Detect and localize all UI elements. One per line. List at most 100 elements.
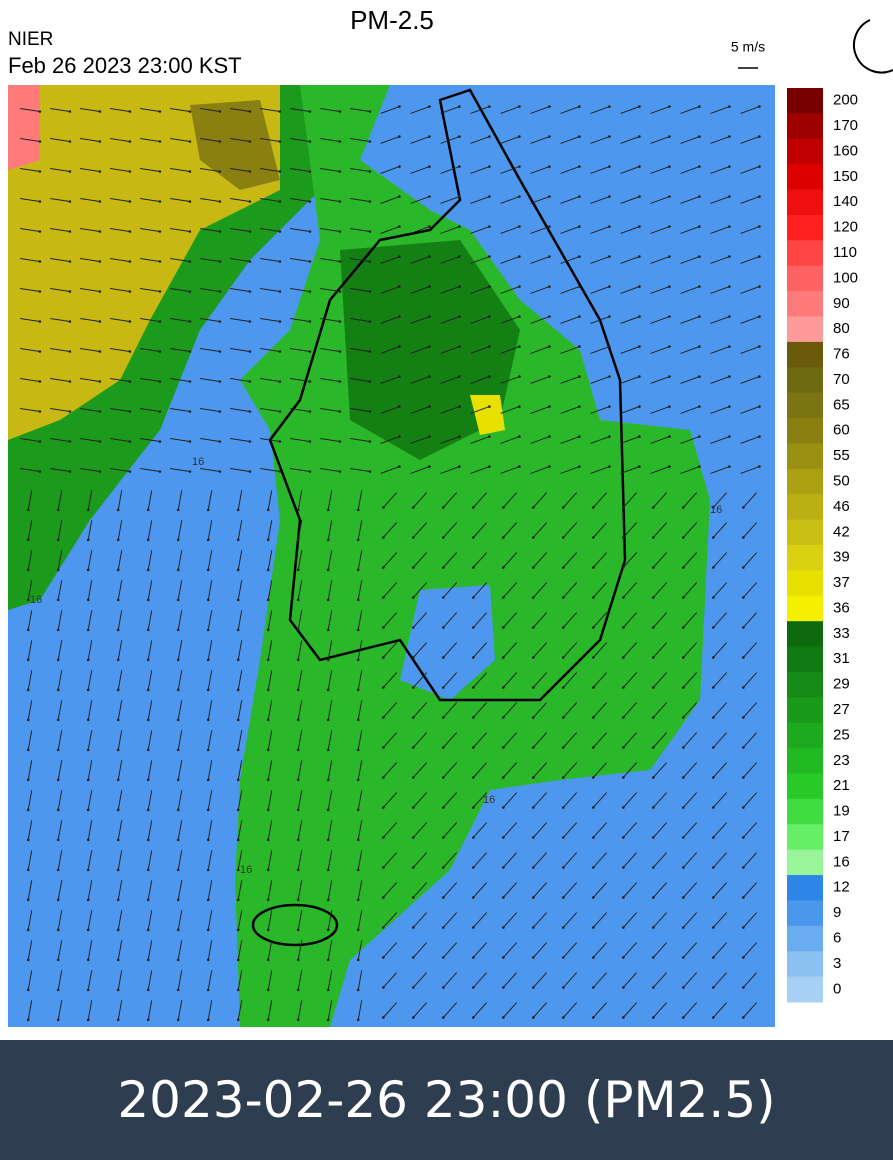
wind-arrow (50, 438, 70, 442)
wind-arrow (20, 258, 40, 262)
colorbar-label: 12 (833, 879, 850, 896)
wind-arrow (170, 378, 190, 382)
wind-arrow (170, 198, 190, 202)
wind-arrow (500, 256, 520, 264)
wind-arrow-head (368, 260, 372, 263)
wind-arrow-head (68, 410, 72, 413)
wind-arrow-head (296, 898, 300, 902)
wind-arrow (742, 912, 758, 928)
wind-arrow-head (26, 778, 30, 782)
wind-arrow (50, 288, 70, 292)
wind-arrow-head (488, 165, 491, 168)
wind-arrow-head (668, 255, 671, 258)
olive-field (190, 100, 280, 190)
wind-arrow (290, 198, 310, 202)
wind-arrow (380, 466, 400, 474)
wind-arrow (27, 700, 33, 720)
wind-arrow (502, 732, 518, 748)
wind-arrow (110, 228, 130, 232)
wind-arrow (382, 702, 398, 718)
wind-arrow-head (428, 105, 431, 108)
wind-arrow (320, 108, 340, 112)
wind-arrow-head (638, 345, 641, 348)
wind-arrow (622, 702, 638, 718)
wind-arrow-head (266, 568, 270, 572)
wind-arrow-head (146, 748, 150, 752)
wind-arrow-head (758, 285, 761, 288)
colorbar-label: 76 (833, 346, 850, 363)
wind-arrow-head (382, 806, 385, 809)
wind-arrow (472, 672, 488, 688)
wind-arrow-head (296, 988, 300, 992)
wind-arrow-head (442, 716, 445, 719)
wind-arrow-head (206, 508, 210, 512)
wind-arrow (357, 760, 363, 780)
wind-arrow (532, 492, 548, 508)
refresh-icon[interactable] (853, 19, 893, 74)
wind-arrow-head (26, 598, 30, 602)
wind-arrow-head (326, 928, 330, 932)
wind-arrow (177, 670, 183, 690)
wind-arrow (502, 912, 518, 928)
wind-arrow (27, 550, 33, 570)
wind-arrow-head (26, 658, 30, 662)
wind-arrow (147, 820, 153, 840)
wind-arrow-head (668, 405, 671, 408)
wind-arrow-head (38, 380, 42, 383)
wind-arrow (147, 1000, 153, 1020)
wind-arrow (532, 852, 548, 868)
wind-arrow-head (668, 105, 671, 108)
wind-arrow (27, 580, 33, 600)
wind-arrow (27, 520, 33, 540)
wind-arrow (592, 582, 608, 598)
wind-arrow-head (518, 315, 521, 318)
wind-arrow-head (146, 838, 150, 842)
wind-arrow-head (248, 410, 252, 413)
wind-arrow (57, 670, 63, 690)
wind-arrow (532, 552, 548, 568)
wind-arrow (532, 612, 548, 628)
wind-arrow (237, 670, 243, 690)
wind-arrow-head (236, 718, 240, 722)
wind-arrow (412, 882, 428, 898)
wind-arrow (590, 376, 610, 384)
wind-arrow-head (442, 566, 445, 569)
wind-arrow (350, 108, 370, 112)
wind-arrow-head (442, 746, 445, 749)
wind-arrow-head (56, 988, 60, 992)
wind-arrow-head (176, 718, 180, 722)
wind-arrow (650, 316, 670, 324)
wind-arrow (532, 822, 548, 838)
wind-arrow-head (412, 536, 415, 539)
wind-arrow-head (278, 410, 282, 413)
contour-label: 16 (192, 456, 204, 468)
wind-arrow (412, 972, 428, 988)
wind-arrow (680, 106, 700, 114)
wind-arrow-head (278, 440, 282, 443)
wind-arrow-head (116, 838, 120, 842)
wind-arrow-head (206, 1018, 210, 1022)
wind-arrow-head (472, 926, 475, 929)
wind-arrow (742, 822, 758, 838)
wind-arrow-head (548, 315, 551, 318)
wind-arrow-head (236, 868, 240, 872)
wind-arrow (712, 582, 728, 598)
wind-arrow (680, 376, 700, 384)
wind-arrow (117, 670, 123, 690)
wind-arrow (350, 468, 370, 472)
wind-arrow (560, 226, 580, 234)
wind-arrow (712, 492, 728, 508)
wind-arrow-head (592, 956, 595, 959)
wind-arrow-head (532, 776, 535, 779)
wind-arrow (710, 286, 730, 294)
wind-arrow (650, 346, 670, 354)
colorbar-label: 42 (833, 523, 850, 540)
wind-arrow (50, 108, 70, 112)
wind-arrow (682, 492, 698, 508)
wind-arrow-head (742, 776, 745, 779)
wind-arrow-head (712, 566, 715, 569)
colorbar-label: 25 (833, 726, 850, 743)
wind-arrow-head (146, 658, 150, 662)
wind-arrow-head (698, 195, 701, 198)
wind-arrow-head (398, 435, 401, 438)
